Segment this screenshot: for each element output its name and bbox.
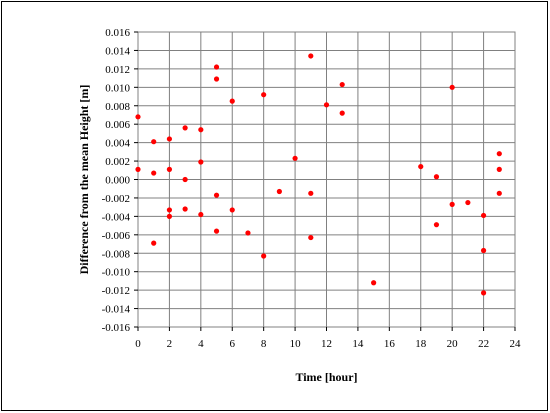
data-point [496,190,502,196]
y-tick-label: -0.004 [102,211,131,223]
x-axis-ticks: 0 2 4 6 8 10 12 14 16 18 20 22 24 [135,327,521,350]
y-tick-label: 0.016 [105,27,130,39]
data-point [371,280,377,286]
y-axis-ticks: 0.016 0.014 0.012 0.010 0.008 0.006 0.004 0.002… [102,27,138,334]
x-tick-label: 4 [198,338,204,350]
y-tick-label: -0.016 [102,322,131,334]
x-tick-label: 18 [415,338,427,350]
data-point [339,81,345,88]
data-point [480,212,487,219]
y-tick-label: -0.012 [102,285,130,297]
data-points [135,53,502,296]
data-point [198,159,204,165]
y-tick-label: -0.008 [102,248,131,260]
x-tick-label: 0 [135,338,141,350]
data-point [496,166,502,172]
data-point [449,201,455,207]
data-point [418,163,424,170]
data-point [198,127,204,133]
data-point [198,211,204,218]
y-tick-label: -0.002 [102,193,130,205]
x-tick-label: 16 [384,338,396,350]
data-point [213,192,220,198]
data-point [433,174,440,180]
data-point [213,76,220,82]
data-point [151,240,157,246]
y-tick-label: 0.002 [105,156,130,168]
x-tick-label: 6 [230,338,236,350]
data-point [229,207,235,213]
data-point [135,114,141,120]
data-point [166,136,173,142]
data-point [166,207,173,213]
data-point [151,170,157,176]
x-tick-label: 22 [478,338,489,350]
data-point [245,230,251,236]
data-point [229,98,235,104]
data-point [496,151,502,157]
y-tick-label: 0.000 [105,175,130,187]
y-tick-label: 0.008 [105,101,130,113]
x-tick-label: 20 [447,338,459,350]
data-point [323,102,330,108]
x-tick-label: 10 [290,338,302,350]
y-tick-label: 0.012 [105,64,130,76]
data-point [151,139,157,145]
y-tick-label: -0.010 [102,267,131,279]
data-point [449,84,455,90]
y-tick-label: -0.006 [102,230,131,242]
data-point [480,247,487,254]
x-tick-label: 14 [352,338,364,350]
y-tick-label: -0.014 [102,304,131,316]
y-tick-label: 0.006 [105,119,130,131]
y-tick-label: 0.014 [105,45,130,57]
data-point [339,110,345,116]
x-tick-label: 2 [167,338,173,350]
data-point [308,53,314,59]
data-point [166,166,173,172]
data-point [465,199,471,206]
data-point [261,253,267,259]
data-point [292,155,298,161]
data-point [213,228,220,234]
data-point [276,188,282,195]
x-axis-title: Time [hour] [295,370,357,384]
data-point [261,92,267,98]
data-point [182,206,188,212]
y-axis-title: Difference from the mean Height [m] [77,85,91,275]
data-point [182,176,188,183]
data-point [480,290,487,296]
data-point [308,234,314,241]
grid [137,31,516,328]
y-tick-label: 0.010 [105,82,130,94]
x-tick-label: 24 [510,338,522,350]
y-tick-label: 0.004 [105,138,130,150]
data-point [166,213,173,219]
data-point [433,222,440,228]
x-tick-label: 8 [261,338,267,350]
x-tick-label: 12 [321,338,332,350]
data-point [182,125,188,131]
data-point [135,166,141,172]
data-point [308,190,314,196]
data-point [213,64,220,70]
